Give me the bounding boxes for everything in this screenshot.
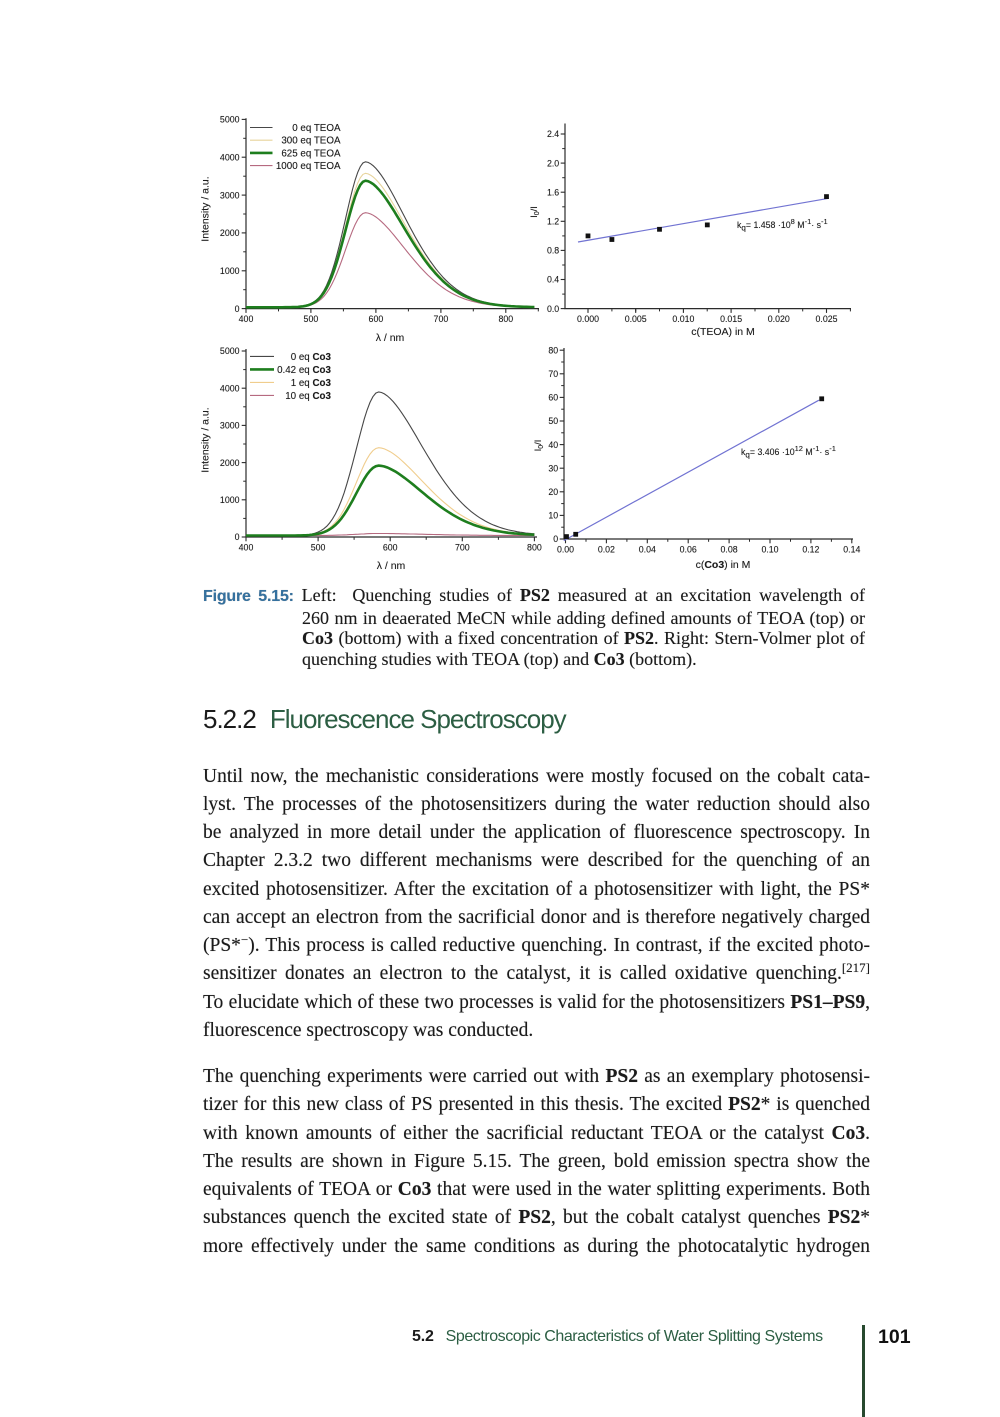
svg-text:400: 400 [239, 314, 254, 324]
svg-text:1000: 1000 [220, 495, 240, 505]
svg-text:1.2: 1.2 [547, 217, 559, 227]
svg-text:700: 700 [434, 314, 449, 324]
svg-text:0.14: 0.14 [843, 544, 860, 554]
svg-text:0.42 eq Co3: 0.42 eq Co3 [277, 365, 331, 376]
svg-text:600: 600 [383, 542, 398, 552]
svg-text:0.02: 0.02 [598, 544, 615, 554]
svg-text:40: 40 [548, 440, 558, 450]
svg-text:1000: 1000 [220, 266, 240, 276]
svg-text:0.4: 0.4 [547, 275, 559, 285]
svg-text:0.000: 0.000 [577, 314, 599, 324]
svg-text:800: 800 [498, 314, 513, 324]
svg-text:c(TEOA) in M: c(TEOA) in M [691, 326, 755, 338]
svg-text:0.00: 0.00 [557, 544, 574, 554]
svg-text:4000: 4000 [220, 152, 240, 162]
svg-text:I0/I: I0/I [529, 206, 541, 218]
svg-text:0.04: 0.04 [639, 544, 656, 554]
svg-text:3000: 3000 [220, 190, 240, 200]
svg-text:10: 10 [548, 511, 558, 521]
svg-text:80: 80 [548, 345, 558, 355]
svg-text:0.08: 0.08 [721, 544, 738, 554]
svg-text:5000: 5000 [220, 346, 240, 356]
svg-text:0.015: 0.015 [720, 314, 742, 324]
svg-text:0.010: 0.010 [672, 314, 694, 324]
svg-text:20: 20 [548, 487, 558, 497]
svg-text:700: 700 [455, 542, 470, 552]
svg-text:0.12: 0.12 [802, 544, 819, 554]
svg-text:0.025: 0.025 [815, 314, 837, 324]
svg-text:kq= 1.458 ·108 M-1· s-1: kq= 1.458 ·108 M-1· s-1 [737, 217, 828, 233]
svg-text:0.10: 0.10 [761, 544, 778, 554]
svg-text:0.005: 0.005 [625, 314, 647, 324]
svg-text:2000: 2000 [220, 228, 240, 238]
svg-text:1 eq Co3: 1 eq Co3 [291, 378, 332, 389]
svg-text:λ / nm: λ / nm [376, 332, 405, 344]
svg-text:0: 0 [235, 532, 240, 542]
svg-text:10 eq Co3: 10 eq Co3 [285, 391, 331, 402]
svg-text:600: 600 [369, 314, 384, 324]
svg-text:0.0: 0.0 [547, 304, 559, 314]
svg-text:2.0: 2.0 [547, 158, 559, 168]
svg-text:3000: 3000 [220, 421, 240, 431]
svg-text:I0/I: I0/I [533, 440, 545, 452]
svg-text:0.8: 0.8 [547, 246, 559, 256]
svg-text:1000 eq TEOA: 1000 eq TEOA [276, 161, 341, 172]
svg-text:500: 500 [304, 314, 319, 324]
svg-text:λ / nm: λ / nm [377, 560, 406, 572]
svg-text:5000: 5000 [220, 115, 240, 125]
svg-text:0 eq TEOA: 0 eq TEOA [292, 123, 341, 134]
svg-text:0 eq Co3: 0 eq Co3 [291, 352, 332, 363]
svg-text:400: 400 [239, 542, 254, 552]
svg-text:500: 500 [311, 542, 326, 552]
svg-text:2000: 2000 [220, 458, 240, 468]
svg-text:60: 60 [548, 393, 558, 403]
svg-text:50: 50 [548, 416, 558, 426]
svg-text:0.020: 0.020 [768, 314, 790, 324]
svg-text:Intensity / a.u.: Intensity / a.u. [200, 176, 212, 241]
svg-text:1.6: 1.6 [547, 187, 559, 197]
svg-text:c(Co3) in M: c(Co3) in M [696, 559, 751, 571]
svg-text:0: 0 [553, 534, 558, 544]
svg-text:Intensity / a.u.: Intensity / a.u. [200, 407, 212, 472]
svg-text:30: 30 [548, 463, 558, 473]
svg-text:625 eq TEOA: 625 eq TEOA [281, 148, 341, 159]
svg-text:0: 0 [235, 304, 240, 314]
svg-text:70: 70 [548, 369, 558, 379]
svg-text:800: 800 [527, 542, 542, 552]
svg-text:0.06: 0.06 [680, 544, 697, 554]
svg-text:kq= 3.406 ·1012 M-1· s-1: kq= 3.406 ·1012 M-1· s-1 [741, 444, 836, 460]
svg-text:4000: 4000 [220, 383, 240, 393]
svg-text:2.4: 2.4 [547, 129, 559, 139]
svg-text:300 eq TEOA: 300 eq TEOA [281, 136, 341, 147]
